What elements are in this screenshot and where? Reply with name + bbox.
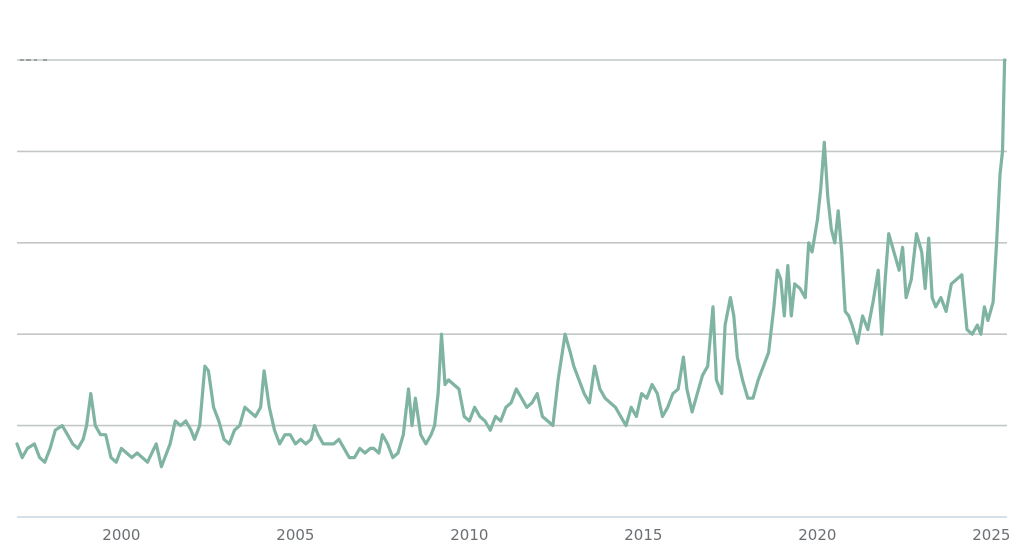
x-tick-label-2020: 2020 [798,526,836,544]
series-line-1 [15,58,1007,469]
x-tick-label-2005: 2005 [276,526,314,544]
x-axis-ticks: 2000 2005 2010 2015 2020 2025 [102,526,1010,544]
x-tick-label-2010: 2010 [450,526,488,544]
x-tick-label-2025: 2025 [972,526,1010,544]
grid-lines [17,59,1007,518]
x-tick-label-2000: 2000 [102,526,140,544]
series-lines [15,58,1007,469]
x-tick-label-2015: 2015 [624,526,662,544]
